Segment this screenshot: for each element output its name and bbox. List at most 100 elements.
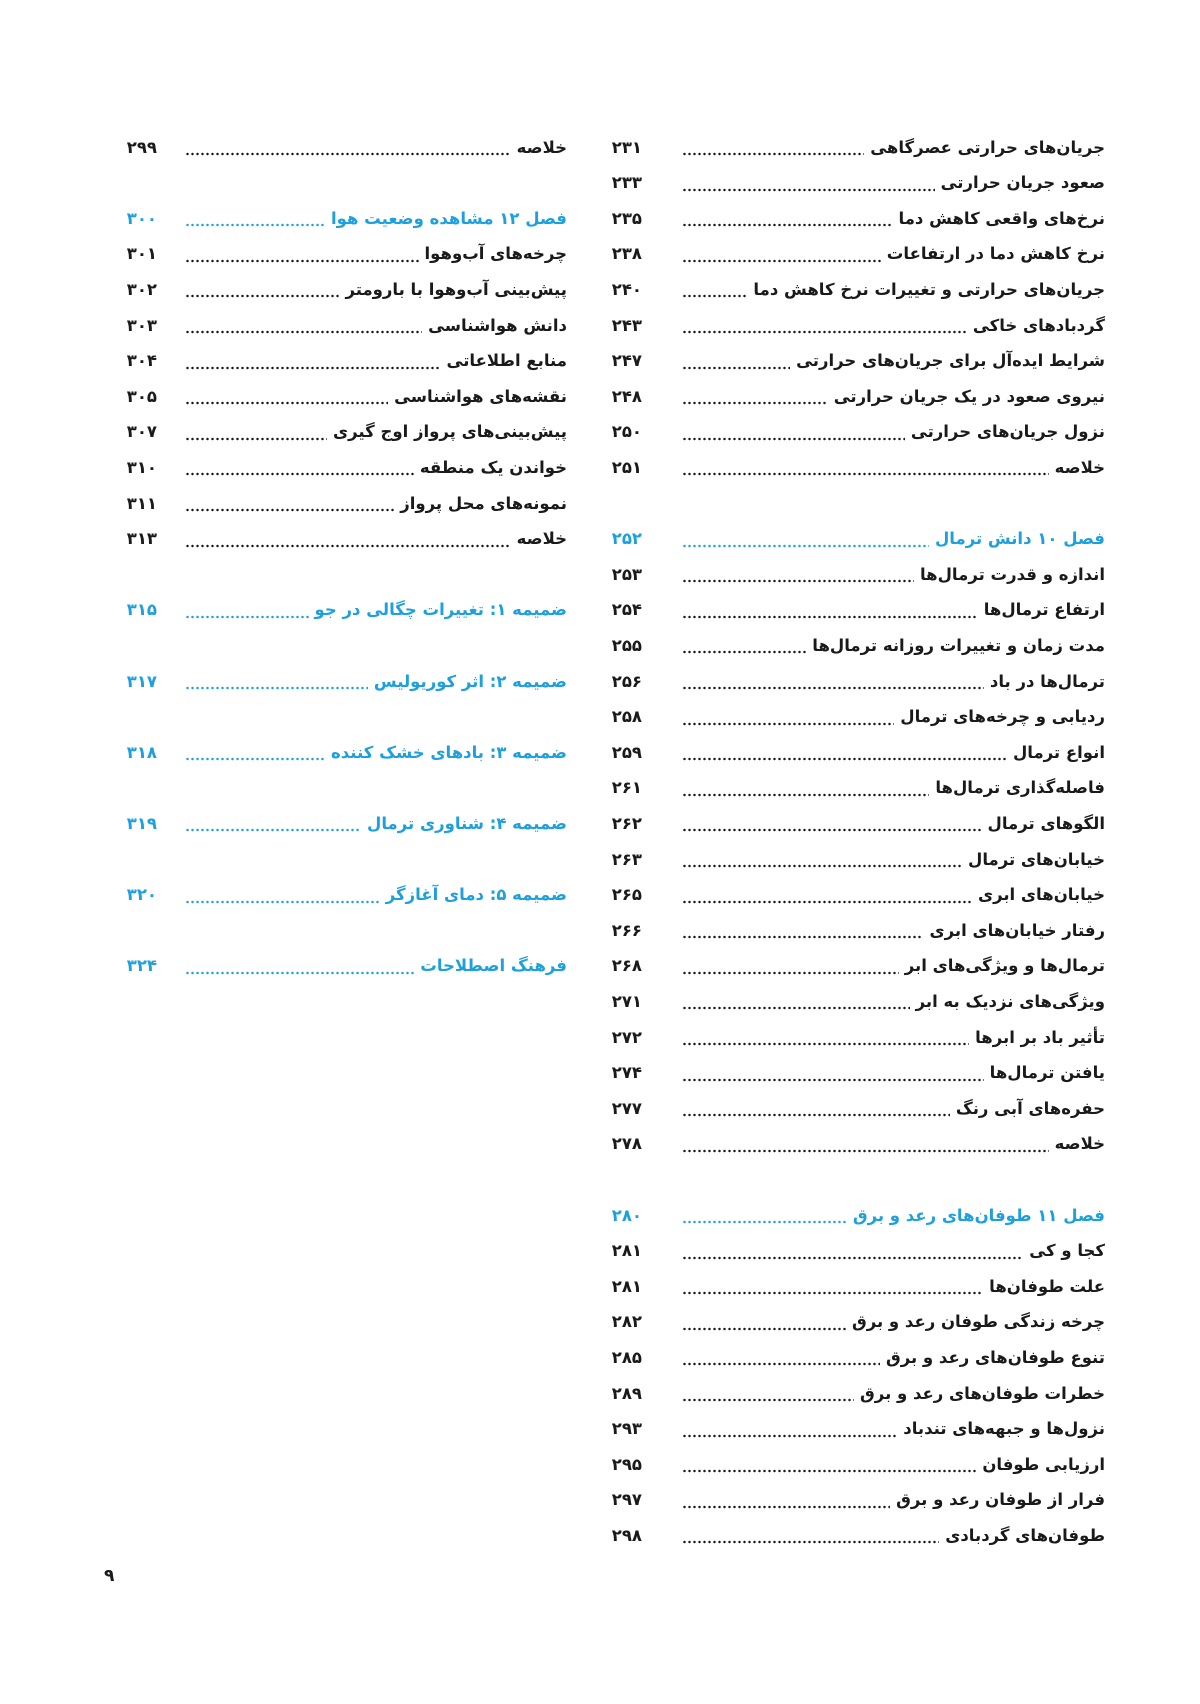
toc-chapter-entry[interactable]: ضمیمه ۵: دمای آغازگر ۳۲۰ [115,879,567,911]
toc-entry[interactable]: نرخ کاهش دما در ارتفاعات ۲۳۸ [600,238,1105,270]
entry-title: رفتار خیابان‌های ابری [929,920,1105,940]
entry-page-number: ۳۰۷ [126,422,157,442]
toc-entry[interactable]: فرار از طوفان رعد و برق ۲۹۷ [600,1484,1105,1516]
entry-page-number: ۲۸۱ [611,1276,642,1296]
dot-leader [682,749,1007,762]
toc-entry[interactable]: خطرات طوفان‌های رعد و برق ۲۸۹ [600,1377,1105,1409]
toc-entry[interactable]: منابع اطلاعاتی ۳۰۴ [115,345,567,377]
toc-entry[interactable]: نیروی صعود در یک جریان حرارتی ۲۴۸ [600,380,1105,412]
toc-entry[interactable]: علت طوفان‌ها ۲۸۱ [600,1270,1105,1302]
toc-entry[interactable]: اندازه و قدرت ترمال‌ها ۲۵۳ [600,558,1105,590]
toc-entry[interactable]: ترمال‌ها در باد ۲۵۶ [600,665,1105,697]
entry-title: خواندن یک منطقه [419,457,567,477]
toc-entry[interactable]: الگوهای ترمال ۲۶۲ [600,807,1105,839]
entry-title: ترمال‌ها در باد [989,671,1105,691]
toc-chapter-entry[interactable]: ضمیمه ۴: شناوری ترمال ۳۱۹ [115,807,567,839]
toc-entry[interactable]: نرخ‌های واقعی کاهش دما ۲۳۵ [600,202,1105,234]
toc-entry[interactable]: یافتن ترمال‌ها ۲۷۴ [600,1057,1105,1089]
entry-title: ردیابی و چرخه‌های ترمال [900,707,1105,727]
toc-entry[interactable]: پیش‌بینی آب‌وهوا با بارومتر ۳۰۲ [115,273,567,305]
entry-page-number: ۲۶۳ [611,849,642,869]
dot-leader [682,393,828,406]
toc-entry[interactable]: خلاصه ۲۷۸ [600,1128,1105,1160]
dot-leader [185,393,389,406]
toc-entry[interactable]: طوفان‌های گردبادی ۲۹۸ [600,1519,1105,1551]
toc-chapter-entry[interactable]: ضمیمه ۳: بادهای خشک کننده ۳۱۸ [115,736,567,768]
dot-leader [185,250,419,263]
toc-entry[interactable]: فاصله‌گذاری ترمال‌ها ۲۶۱ [600,772,1105,804]
entry-title: خلاصه [1054,457,1105,477]
entry-title: حفره‌های آبی رنگ [955,1098,1105,1118]
entry-page-number: ۲۵۹ [611,742,642,762]
dot-leader [185,891,380,904]
entry-page-number: ۳۱۸ [126,742,157,762]
toc-entry[interactable]: تأثیر باد بر ابرها ۲۷۲ [600,1021,1105,1053]
toc-entry[interactable]: جریان‌های حرارتی عصرگاهی ۲۳۱ [600,131,1105,163]
toc-entry[interactable]: جریان‌های حرارتی و تغییرات نرخ کاهش دما ۲… [600,273,1105,305]
entry-title: نزول‌ها و جبهه‌های تندباد [903,1419,1105,1439]
toc-entry[interactable]: رفتار خیابان‌های ابری ۲۶۶ [600,914,1105,946]
dot-leader [682,1283,984,1296]
toc-chapter-entry[interactable]: فصل ۱۱ طوفان‌های رعد و برق ۲۸۰ [600,1199,1105,1231]
toc-entry[interactable]: ارتفاع ترمال‌ها ۲۵۴ [600,594,1105,626]
dot-leader [185,500,395,512]
dot-leader [682,1069,984,1082]
toc-entry[interactable]: ترمال‌ها و ویژگی‌های ابر ۲۶۸ [600,950,1105,982]
toc-entry[interactable]: شرایط ایده‌آل برای جریان‌های حرارتی ۲۴۷ [600,345,1105,377]
toc-entry[interactable]: خلاصه ۲۵۱ [600,451,1105,483]
toc-entry[interactable]: خلاصه ۳۱۳ [115,523,567,555]
entry-title: ویژگی‌های نزدیک به ابر [915,991,1105,1011]
toc-entry[interactable]: کجا و کی ۲۸۱ [600,1235,1105,1267]
toc-chapter-entry[interactable]: ضمیمه ۱: تغییرات چگالی در جو ۳۱۵ [115,594,567,626]
entry-page-number: ۲۹۵ [611,1454,642,1474]
toc-chapter-entry[interactable]: فصل ۱۰ دانش ترمال ۲۵۲ [600,523,1105,555]
toc-entry[interactable]: گردبادهای خاکی ۲۴۳ [600,309,1105,341]
toc-entry[interactable]: دانش هواشناسی ۳۰۳ [115,309,567,341]
dot-leader [682,1318,846,1331]
dot-leader [682,250,881,263]
toc-entry[interactable]: خلاصه ۲۹۹ [115,131,567,163]
entry-title: پیش‌بینی‌های پرواز اوج گیری [333,422,567,442]
toc-entry[interactable]: ارزیابی طوفان ۲۹۵ [600,1448,1105,1480]
entry-page-number: ۲۴۸ [611,386,642,406]
entry-page-number: ۲۳۱ [611,137,642,157]
toc-entry[interactable]: صعود جریان حرارتی ۲۳۳ [600,167,1105,199]
toc-entry[interactable]: چرخه زندگی طوفان رعد و برق ۲۸۲ [600,1306,1105,1338]
dot-leader [682,464,1049,477]
toc-entry[interactable]: تنوع طوفان‌های رعد و برق ۲۸۵ [600,1341,1105,1373]
entry-page-number: ۲۳۳ [611,173,642,193]
toc-entry[interactable]: خیابان‌های ابری ۲۶۵ [600,879,1105,911]
entry-page-number: ۳۲۴ [126,956,157,976]
entry-title: نزول جریان‌های حرارتی [910,422,1105,442]
toc-entry[interactable]: مدت زمان و تغییرات روزانه ترمال‌ها ۲۵۵ [600,629,1105,661]
entry-page-number: ۲۷۲ [611,1027,642,1047]
dot-leader [682,1105,950,1118]
toc-entry[interactable]: حفره‌های آبی رنگ ۲۷۷ [600,1092,1105,1124]
entry-page-number: ۲۷۱ [611,991,642,1011]
entry-title: ارزیابی طوفان [982,1454,1105,1474]
entry-page-number: ۲۳۸ [611,244,642,264]
entry-title: الگوهای ترمال [987,813,1105,833]
entry-page-number: ۲۹۸ [611,1525,642,1545]
toc-entry[interactable]: نزول جریان‌های حرارتی ۲۵۰ [600,416,1105,448]
entry-title: گردبادهای خاکی [972,315,1105,335]
toc-entry[interactable]: نمونه‌های محل پرواز ۳۱۱ [115,487,567,519]
toc-entry[interactable]: ردیابی و چرخه‌های ترمال ۲۵۸ [600,701,1105,733]
dot-leader [682,357,791,370]
dot-leader [185,606,309,619]
dot-leader [185,749,325,762]
toc-chapter-entry[interactable]: فرهنگ اصطلاحات ۳۲۴ [115,950,567,982]
toc-entry[interactable]: چرخه‌های آب‌وهوا ۳۰۱ [115,238,567,270]
toc-entry[interactable]: نزول‌ها و جبهه‌های تندباد ۲۹۳ [600,1413,1105,1445]
entry-page-number: ۲۸۹ [611,1383,642,1403]
entry-title: شرایط ایده‌آل برای جریان‌های حرارتی [796,351,1105,371]
toc-chapter-entry[interactable]: فصل ۱۲ مشاهده وضعیت هوا ۳۰۰ [115,202,567,234]
toc-entry[interactable]: انواع ترمال ۲۵۹ [600,736,1105,768]
toc-entry[interactable]: ویژگی‌های نزدیک به ابر ۲۷۱ [600,985,1105,1017]
toc-entry[interactable]: خیابان‌های ترمال ۲۶۳ [600,843,1105,875]
toc-chapter-entry[interactable]: ضمیمه ۲: اثر کوریولیس ۳۱۷ [115,665,567,697]
dot-leader [682,820,982,833]
toc-entry[interactable]: خواندن یک منطقه ۳۱۰ [115,451,567,483]
toc-entry[interactable]: پیش‌بینی‌های پرواز اوج گیری ۳۰۷ [115,416,567,448]
toc-entry[interactable]: نقشه‌های هواشناسی ۳۰۵ [115,380,567,412]
